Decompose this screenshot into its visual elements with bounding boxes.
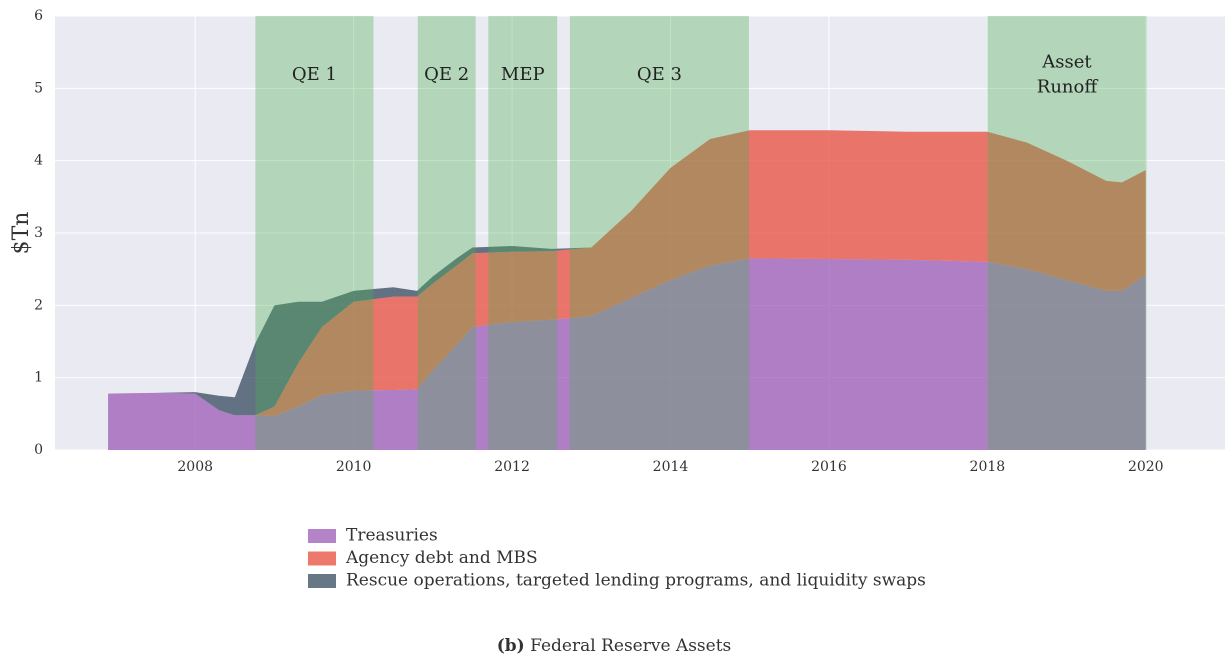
region-label: QE 3 [637,64,682,85]
caption-label: (b) [497,636,525,656]
x-tick-label: 2012 [494,459,530,475]
y-tick-label: 0 [34,442,43,458]
y-tick-label: 3 [34,225,43,241]
shaded-region [569,16,749,450]
y-tick-label: 1 [34,370,43,386]
y-tick-label: 6 [34,8,43,24]
y-tick-label: 5 [34,80,43,96]
region-label: Runoff [1037,77,1099,98]
x-tick-label: 2014 [653,459,689,475]
area [108,258,1146,450]
x-tick-label: 2010 [336,459,372,475]
y-tick-label: 4 [34,153,43,169]
shaded-region [255,16,374,450]
shaded-region [488,16,558,450]
region-label: MEP [501,64,545,85]
caption: (b) Federal Reserve Assets [497,636,732,656]
x-tick-label: 2020 [1128,459,1164,475]
legend-label: Agency debt and MBS [345,548,538,568]
shaded-region [987,16,1147,450]
legend-swatch [308,551,336,566]
caption-text: Federal Reserve Assets [530,636,731,656]
y-axis-label: $Tn [9,212,34,255]
x-tick-label: 2016 [811,459,847,475]
area [108,130,1146,417]
y-tick-label: 2 [34,297,43,313]
x-tick-label: 2018 [970,459,1006,475]
region-label: QE 2 [424,64,469,85]
region-label: Asset [1041,52,1092,73]
shaded-region [417,16,476,450]
region-label: QE 1 [292,64,337,85]
legend-label: Treasuries [346,526,438,546]
x-tick-label: 2008 [177,459,213,475]
legend-swatch [308,529,336,543]
legend-label: Rescue operations, targeted lending prog… [346,571,926,591]
legend-swatch [308,574,336,588]
